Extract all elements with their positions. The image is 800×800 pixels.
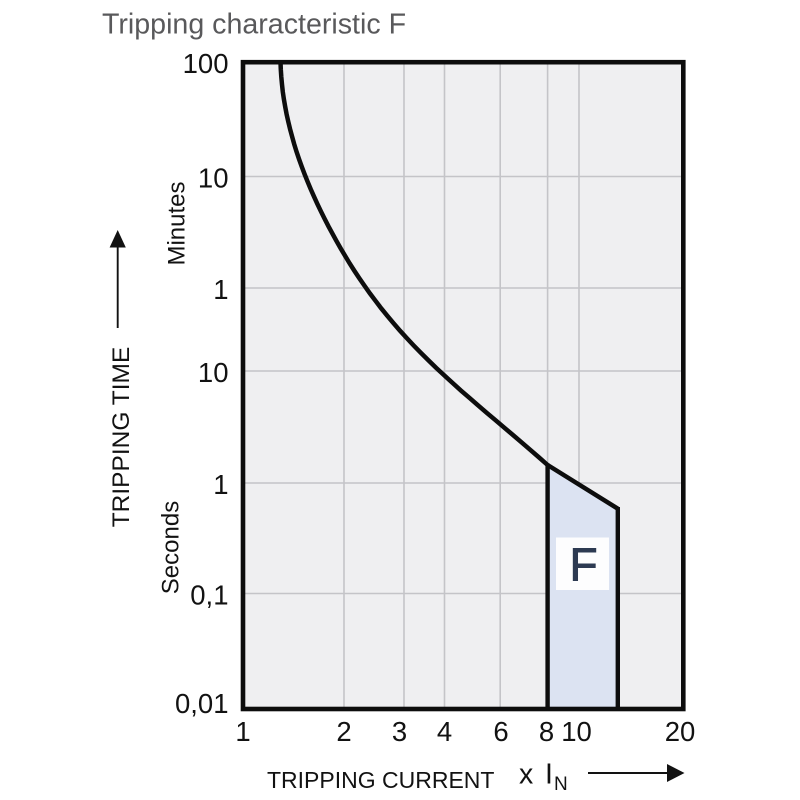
svg-text:0,1: 0,1 [190, 580, 228, 611]
svg-text:1: 1 [213, 274, 228, 305]
svg-text:1: 1 [235, 716, 250, 747]
svg-text:100: 100 [183, 48, 229, 79]
svg-text:x: x [519, 759, 533, 791]
svg-text:Tripping characteristic F: Tripping characteristic F [102, 9, 406, 41]
svg-text:1: 1 [213, 469, 228, 500]
svg-text:TRIPPING CURRENT: TRIPPING CURRENT [267, 767, 494, 793]
svg-text:3: 3 [392, 716, 407, 747]
svg-text:6: 6 [493, 716, 508, 747]
svg-text:N: N [554, 774, 568, 795]
svg-text:20: 20 [665, 716, 696, 747]
svg-text:10: 10 [198, 163, 229, 194]
svg-text:F: F [569, 539, 597, 591]
svg-text:10: 10 [198, 357, 229, 388]
svg-text:Seconds: Seconds [158, 501, 185, 594]
svg-text:10: 10 [561, 716, 592, 747]
svg-text:Minutes: Minutes [164, 181, 191, 265]
svg-text:8: 8 [539, 716, 554, 747]
svg-text:I: I [545, 759, 553, 791]
svg-text:0,01: 0,01 [175, 688, 229, 719]
svg-text:2: 2 [336, 716, 351, 747]
svg-text:4: 4 [437, 716, 452, 747]
svg-text:TRIPPING TIME: TRIPPING TIME [108, 347, 135, 528]
